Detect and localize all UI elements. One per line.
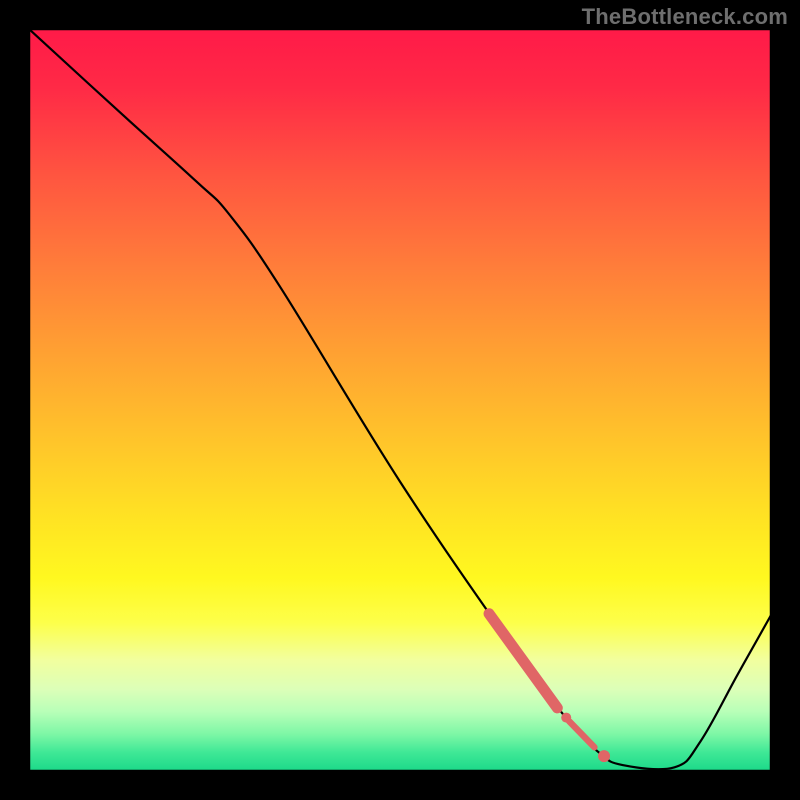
highlight-dot [561,713,571,723]
chart-stage: TheBottleneck.com [0,0,800,800]
chart-svg [0,0,800,800]
plot-background [29,29,771,771]
highlight-dot [598,750,610,762]
attribution-text: TheBottleneck.com [582,4,788,30]
